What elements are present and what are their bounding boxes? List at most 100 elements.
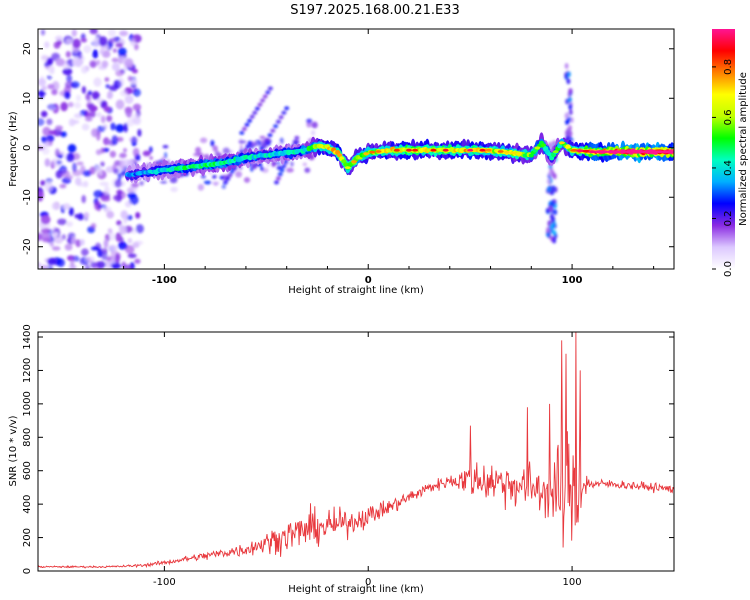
- ridge-core: [503, 150, 510, 154]
- noise-blob: [83, 45, 92, 54]
- noise-blob: [40, 215, 51, 225]
- noise-blob: [113, 80, 122, 89]
- x-tick-label: 0: [365, 577, 371, 588]
- noise-blob: [56, 160, 63, 165]
- noise-blob: [304, 167, 311, 173]
- noise-blob: [125, 201, 132, 208]
- noise-blob: [97, 248, 103, 258]
- colorbar-tick-label: 0.6: [723, 109, 734, 125]
- noise-blob: [81, 123, 90, 131]
- noise-blob: [45, 178, 53, 184]
- noise-blob: [38, 91, 47, 96]
- noise-blob: [110, 122, 116, 131]
- ridge-core: [510, 151, 516, 155]
- ridge-core: [412, 148, 419, 152]
- colorbar-tick-label: 0.4: [723, 160, 734, 176]
- noise-blob: [47, 105, 57, 111]
- harmonic-streak: [241, 126, 247, 131]
- ridge-core: [655, 150, 664, 154]
- noise-blob: [132, 116, 142, 126]
- noise-blob: [126, 187, 135, 194]
- harmonic-streak: [270, 128, 276, 133]
- noise-blob: [103, 239, 109, 249]
- x-tick-label: 100: [562, 275, 583, 286]
- noise-blob: [71, 119, 80, 124]
- spike-blob: [550, 199, 555, 206]
- y-tick-label: -20: [22, 239, 33, 255]
- y-tick-label: 1200: [22, 358, 33, 383]
- x-tick-label: 100: [563, 577, 582, 588]
- noise-blob: [115, 124, 125, 133]
- spike-blob: [568, 109, 573, 116]
- ridge-core: [516, 152, 523, 156]
- harmonic-streak: [284, 106, 290, 111]
- noise-blob: [83, 212, 90, 219]
- noise-blob: [106, 210, 115, 219]
- noise-blob: [42, 126, 51, 136]
- noise-blob: [120, 172, 126, 177]
- noise-blob: [235, 171, 243, 178]
- spectrogram-x-label: Height of straight line (km): [288, 285, 424, 296]
- spectrogram-y-label: Frequency (Hz): [8, 111, 19, 187]
- snr-y-ticks: 0 200 400 600 800 1000 1200 1400: [22, 324, 674, 574]
- harmonic-streak: [229, 169, 235, 174]
- noise-blob: [38, 233, 43, 241]
- ridge-core: [606, 150, 615, 154]
- noise-blob: [107, 228, 113, 234]
- noise-blob: [135, 212, 141, 219]
- noise-blob: [160, 180, 168, 184]
- noise-blob: [302, 162, 307, 167]
- noise-blob: [250, 166, 254, 172]
- ridge-core: [649, 150, 658, 154]
- noise-blob: [75, 94, 82, 102]
- noise-blob: [139, 180, 144, 186]
- noise-blob: [40, 75, 45, 84]
- colorbar-tick-label: 0.2: [723, 211, 734, 227]
- harmonic-streak: [223, 180, 228, 185]
- spike-blob: [553, 209, 558, 216]
- noise-blob: [55, 125, 63, 131]
- noise-blob: [44, 158, 51, 167]
- noise-blob: [104, 77, 110, 82]
- noise-blob: [38, 141, 42, 147]
- noise-blob: [124, 58, 134, 68]
- spike-blob: [568, 88, 573, 95]
- noise-blob: [243, 177, 251, 183]
- noise-blob: [136, 154, 141, 162]
- noise-blob: [59, 184, 67, 189]
- noise-blob: [117, 241, 128, 250]
- noise-blob: [123, 148, 127, 153]
- noise-blob: [123, 122, 128, 133]
- colorbar-ticks: 0.0 0.2 0.4 0.6 0.8: [712, 59, 734, 277]
- ridge-core: [570, 149, 579, 152]
- spike-blob: [547, 186, 552, 193]
- noise-blob: [98, 36, 108, 47]
- noise-blob: [259, 135, 266, 140]
- noise-blob: [70, 81, 80, 89]
- ridge-core: [612, 150, 621, 154]
- noise-blob: [62, 68, 73, 76]
- noise-blob: [68, 207, 74, 216]
- noise-blob: [137, 129, 142, 137]
- ridge-core: [497, 150, 504, 153]
- noise-blob: [74, 102, 81, 109]
- noise-blob: [91, 91, 100, 100]
- noise-blob: [67, 144, 77, 153]
- noise-blob: [81, 86, 86, 94]
- y-tick-label: -10: [22, 189, 33, 205]
- harmonic-streak: [275, 176, 281, 181]
- noise-blob: [149, 156, 153, 160]
- noise-blob: [113, 168, 120, 175]
- spectrogram-x-ticks: -100 0 100: [41, 29, 655, 286]
- noise-blob: [74, 214, 79, 219]
- noise-blob: [108, 244, 118, 252]
- ridge-core: [588, 150, 597, 154]
- ridge-core: [552, 150, 559, 154]
- ridge-cell: [341, 159, 347, 164]
- noise-blob: [119, 225, 127, 235]
- harmonic-streak: [278, 115, 284, 120]
- y-tick-label: 200: [22, 528, 33, 547]
- noise-blob: [79, 239, 85, 246]
- noise-blob: [124, 95, 134, 104]
